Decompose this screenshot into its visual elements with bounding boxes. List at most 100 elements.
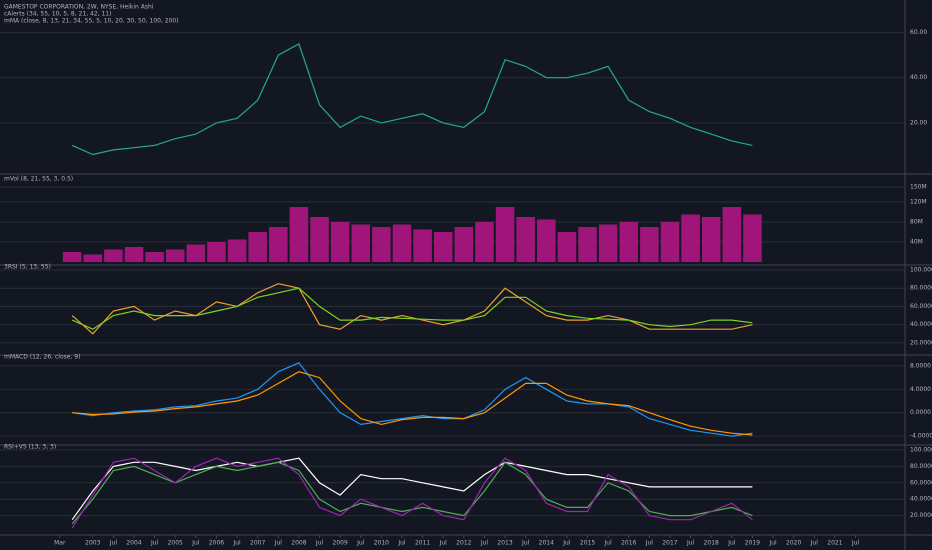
x-tick-label: Mar — [54, 540, 66, 547]
x-tick-label: Jul — [274, 540, 283, 547]
y-tick-label: 80.0000 — [910, 463, 932, 470]
y-tick-label: 20.0000 — [910, 512, 932, 519]
volume-bar — [104, 249, 123, 262]
x-tick-label: Jul — [562, 540, 571, 547]
y-tick-label: 80M — [910, 219, 923, 226]
y-tick-label: 60.00 — [910, 29, 927, 36]
series-line — [71, 457, 753, 529]
volume-bar — [269, 227, 288, 262]
x-tick-label: 2009 — [333, 540, 348, 547]
y-tick-label: 60.0000 — [910, 479, 932, 486]
x-tick-label: 2013 — [497, 540, 512, 547]
y-tick-label: 20.00 — [910, 119, 927, 126]
indicator-label: cAlerts (34, 55, 10, 5, 8, 21, 42, 11) — [4, 11, 111, 18]
x-tick-label: Jul — [439, 540, 448, 547]
x-tick-label: 2017 — [662, 540, 677, 547]
x-tick-label: Jul — [727, 540, 736, 547]
x-tick-label: Jul — [397, 540, 406, 547]
x-tick-label: Jul — [645, 540, 654, 547]
y-tick-label: 60.0000 — [910, 303, 932, 310]
x-tick-label: 2016 — [621, 540, 636, 547]
x-tick-label: Jul — [810, 540, 819, 547]
x-tick-label: Jul — [604, 540, 613, 547]
volume-bar — [660, 222, 680, 262]
y-tick-label: 8.0000 — [910, 362, 931, 369]
x-tick-label: 2008 — [291, 540, 306, 547]
y-tick-label: 40.0000 — [910, 321, 932, 328]
volume-bar — [310, 217, 329, 262]
x-tick-label: Jul — [232, 540, 241, 547]
volume-bar — [351, 224, 371, 262]
volume-bar — [681, 214, 700, 262]
y-tick-label: 100.0000 — [910, 267, 932, 274]
x-tick-label: 2020 — [786, 540, 801, 547]
series-line — [71, 43, 753, 156]
volume-bar — [207, 242, 226, 262]
volume-bar — [619, 222, 639, 262]
volume-bar — [454, 227, 474, 262]
x-tick-label: 2004 — [126, 540, 141, 547]
volume-bar — [186, 244, 206, 262]
y-tick-label: 40M — [910, 239, 923, 246]
pane-title: mVol (8, 21, 55, 3, 0.5) — [4, 176, 73, 183]
volume-bar — [433, 232, 453, 262]
x-tick-label: Jul — [191, 540, 200, 547]
volume-bar — [640, 227, 659, 262]
x-tick-label: Jul — [686, 540, 695, 547]
y-tick-label: 40.0000 — [910, 496, 932, 503]
x-tick-label: Jul — [315, 540, 324, 547]
volume-bar — [495, 207, 515, 262]
indicator-label: mMA (close, 8, 13, 21, 34, 55, 5, 10, 20… — [4, 18, 179, 25]
x-tick-label: 2018 — [704, 540, 719, 547]
x-tick-label: Jul — [480, 540, 489, 547]
x-tick-label: 2015 — [580, 540, 595, 547]
y-tick-label: 40.00 — [910, 74, 927, 81]
pane-title: 3RSI (5, 13, 55) — [4, 264, 51, 271]
x-tick-label: Jul — [150, 540, 159, 547]
volume-bar — [475, 222, 494, 262]
y-tick-label: 80.0000 — [910, 285, 932, 292]
volume-bar — [289, 207, 309, 262]
x-tick-label: Jul — [768, 540, 777, 547]
y-tick-label: 0.0000 — [910, 409, 931, 416]
volume-bar — [62, 252, 82, 262]
x-tick-label: 2012 — [456, 540, 471, 547]
series-line — [71, 287, 753, 330]
x-tick-label: Jul — [851, 540, 860, 547]
volume-bar — [537, 219, 556, 262]
volume-bar — [145, 252, 164, 262]
volume-bar — [516, 217, 535, 262]
series-line — [72, 371, 753, 436]
x-tick-label: 2007 — [250, 540, 265, 547]
volume-bar — [598, 224, 618, 262]
volume-bar — [124, 247, 144, 262]
pane-title: RSI+VS (13, 3, 3) — [4, 444, 56, 451]
x-tick-label: Jul — [521, 540, 530, 547]
volume-bar — [413, 229, 432, 262]
volume-bar — [83, 254, 103, 262]
y-tick-label: 100.0000 — [910, 447, 932, 454]
y-tick-label: 20.0000 — [910, 339, 932, 346]
x-tick-label: Jul — [109, 540, 118, 547]
volume-bar — [165, 249, 185, 262]
volume-bar — [372, 227, 391, 262]
volume-bar — [392, 224, 412, 262]
y-tick-label: 4.0000 — [910, 386, 931, 393]
x-tick-label: 2010 — [374, 540, 389, 547]
volume-bar — [722, 207, 742, 262]
y-tick-label: 150M — [910, 184, 927, 191]
series-line — [72, 362, 753, 437]
y-tick-label: -4.0000 — [910, 433, 932, 440]
volume-bar — [330, 222, 350, 262]
volume-bar — [557, 232, 577, 262]
y-tick-label: 120M — [910, 199, 927, 206]
series-line — [71, 457, 753, 521]
pane-title: GAMESTOP CORPORATION, 2W, NYSE, Heikin A… — [4, 4, 154, 11]
x-tick-label: 2014 — [539, 540, 554, 547]
volume-bar — [701, 217, 721, 262]
series-line — [71, 283, 753, 335]
pane-title: mMACD (12, 26, close, 9) — [4, 354, 80, 361]
x-tick-label: 2003 — [85, 540, 100, 547]
